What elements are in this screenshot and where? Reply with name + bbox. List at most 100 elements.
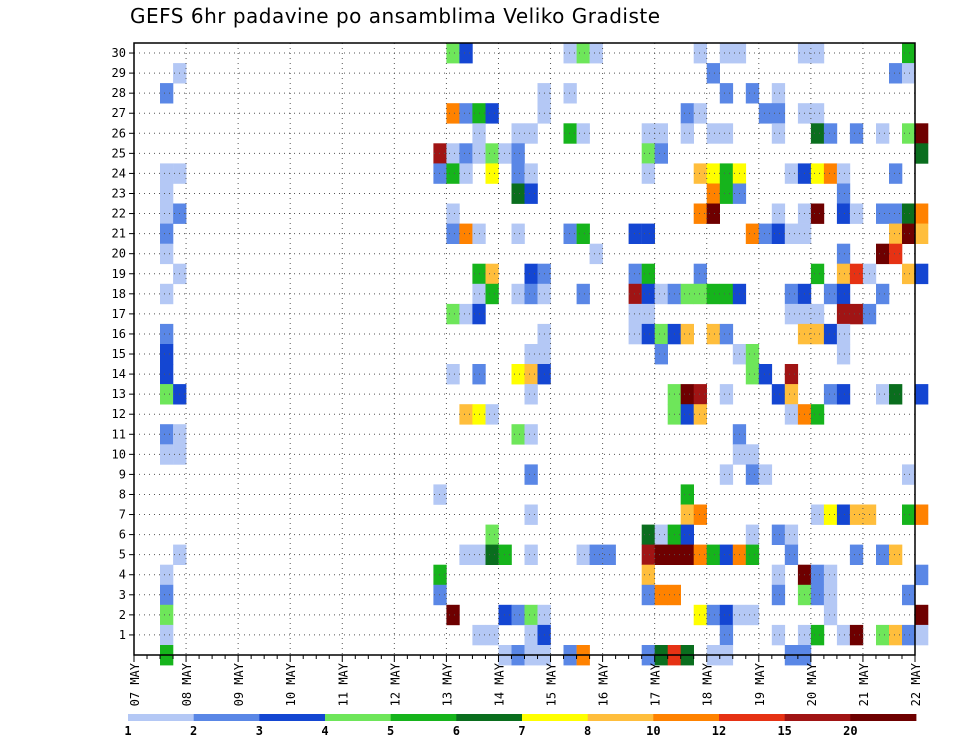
heatmap-cell (836, 203, 851, 224)
heatmap-cell (524, 424, 538, 445)
colorbar-swatch (193, 714, 260, 721)
y-tick-label: 22 (112, 207, 126, 221)
colorbar-swatch (850, 714, 917, 721)
heatmap-cell (706, 323, 720, 345)
heatmap-cell (524, 384, 538, 405)
y-tick-label: 18 (112, 287, 126, 301)
heatmap-cell (563, 123, 577, 144)
heatmap-cell (433, 163, 447, 184)
x-tick-label: 07 MAY (128, 662, 142, 706)
heatmap-cell (758, 464, 773, 485)
y-tick-label: 11 (112, 427, 126, 441)
heatmap-cell (524, 183, 538, 204)
heatmap-cell (745, 223, 760, 244)
colorbar-label: 3 (256, 724, 263, 738)
heatmap-cell (784, 303, 799, 325)
heatmap-cell (654, 323, 668, 345)
heatmap-cell (498, 143, 512, 164)
colorbar-label: 2 (190, 724, 197, 738)
heatmap-cell (459, 223, 473, 244)
heatmap-cell (160, 83, 174, 104)
heatmap-cell (485, 163, 499, 184)
heatmap-cell (784, 223, 799, 244)
heatmap-cell (771, 223, 786, 244)
heatmap-cell (524, 464, 538, 485)
heatmap-cell (719, 544, 734, 565)
heatmap-cell (459, 143, 473, 164)
colorbar-swatch (390, 714, 457, 721)
heatmap-cell (654, 143, 668, 164)
y-tick-label: 15 (112, 347, 126, 361)
colorbar-label: 8 (584, 724, 591, 738)
heatmap-cell (446, 364, 460, 385)
heatmap-cell (823, 323, 838, 345)
heatmap-cell (485, 544, 499, 565)
heatmap-cell (771, 584, 786, 606)
heatmap-cell (836, 344, 851, 365)
y-tick-label: 30 (112, 46, 126, 60)
heatmap-cell (745, 444, 760, 465)
heatmap-cell (446, 163, 460, 184)
heatmap-cell (485, 624, 499, 646)
heatmap-cell (160, 584, 174, 606)
heatmap-cell (485, 103, 499, 124)
heatmap-cell (836, 243, 851, 265)
colorbar-label: 6 (453, 724, 460, 738)
heatmap-cell (641, 223, 655, 244)
heatmap-cell (459, 43, 473, 64)
chart-title: GEFS 6hr padavine po ansamblima Veliko G… (130, 4, 661, 28)
heatmap-cell (719, 624, 734, 646)
heatmap-cell (459, 103, 473, 124)
heatmap-cell (810, 163, 825, 184)
heatmap-cell (563, 43, 577, 64)
heatmap-cell (654, 524, 668, 545)
heatmap-cell (459, 163, 473, 184)
heatmap-cell (160, 444, 174, 465)
heatmap-cell (810, 404, 825, 425)
x-tick-label: 17 MAY (649, 662, 663, 706)
x-tick-label: 09 MAY (232, 662, 246, 706)
heatmap-cell (771, 384, 786, 405)
heatmap-cell (446, 203, 460, 224)
heatmap-cell (680, 524, 694, 545)
heatmap-cell (771, 564, 786, 586)
y-tick-label: 13 (112, 387, 126, 401)
colorbar-label: 20 (843, 724, 857, 738)
heatmap-cell (784, 384, 799, 405)
heatmap-cell (719, 183, 734, 204)
heatmap-cell (641, 263, 655, 285)
heatmap-cell (902, 464, 916, 485)
heatmap-cell (446, 43, 460, 64)
heatmap-cell (915, 123, 929, 144)
heatmap-cell (706, 123, 720, 144)
x-tick-label: 11 MAY (336, 662, 350, 706)
heatmap-cell (160, 344, 174, 365)
heatmap-cell (433, 564, 447, 586)
heatmap-cell (524, 163, 538, 184)
heatmap-cell (849, 544, 864, 565)
colorbar-swatch (325, 714, 392, 721)
heatmap-cell (524, 544, 538, 565)
heatmap-cell (849, 263, 864, 285)
colorbar-label: 7 (518, 724, 525, 738)
y-tick-label: 10 (112, 447, 126, 461)
x-tick-label: 16 MAY (597, 662, 611, 706)
grid-lines (134, 43, 915, 655)
heatmap-cell (160, 323, 174, 345)
x-tick-label: 13 MAY (440, 662, 454, 706)
heatmap-cell (836, 323, 851, 345)
y-axis: 1234567891011121314151617181920212223242… (112, 46, 134, 642)
x-tick-label: 12 MAY (388, 662, 402, 706)
heatmap-cell (485, 524, 499, 545)
y-tick-label: 19 (112, 267, 126, 281)
heatmap-cell (836, 303, 851, 325)
heatmap-cell (433, 143, 447, 164)
heatmap-cell (745, 524, 760, 545)
heatmap-cell (810, 203, 825, 224)
heatmap-cell (889, 243, 903, 265)
heatmap-cell (915, 564, 929, 586)
heatmap-cell (915, 624, 929, 646)
heatmap-cell (433, 484, 447, 505)
heatmap-cell (680, 504, 694, 525)
heatmap-cell (810, 103, 825, 124)
